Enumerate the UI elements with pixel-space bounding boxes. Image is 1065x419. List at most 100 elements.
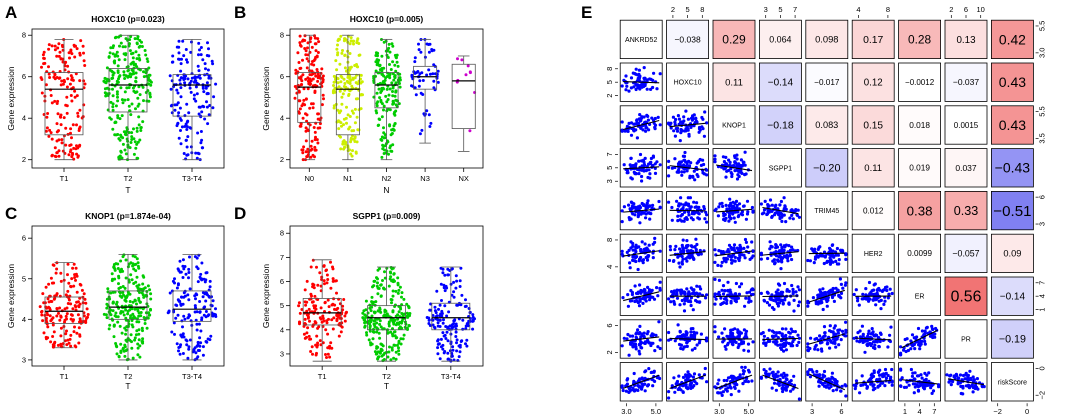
data-point — [201, 345, 205, 349]
data-point — [375, 111, 379, 115]
scatter-point — [651, 384, 655, 388]
data-point — [375, 346, 379, 350]
data-point — [144, 53, 148, 57]
data-point — [438, 357, 442, 361]
scatter-point — [831, 260, 835, 264]
data-point — [354, 150, 358, 154]
scatter-point — [781, 290, 785, 294]
scatter-point — [737, 214, 741, 218]
scatter-point — [751, 254, 755, 258]
scatter-point — [772, 340, 776, 344]
data-point — [135, 302, 138, 306]
data-point — [378, 322, 382, 326]
data-point — [40, 65, 43, 69]
data-point — [142, 287, 146, 291]
data-point — [140, 40, 143, 44]
regression-line — [669, 337, 706, 341]
scatter-point — [738, 169, 742, 173]
data-point — [363, 325, 367, 329]
data-point — [340, 51, 344, 55]
data-point — [134, 76, 138, 80]
data-point — [325, 273, 329, 277]
data-point — [388, 345, 391, 349]
data-point — [188, 86, 192, 90]
scatter-cell — [619, 148, 663, 188]
data-point — [368, 322, 372, 326]
data-point — [136, 346, 140, 350]
scatter-point — [746, 380, 751, 384]
data-point — [335, 291, 338, 295]
data-point — [127, 104, 131, 108]
data-point — [447, 310, 451, 314]
data-point — [134, 71, 138, 75]
scatter-point — [689, 381, 694, 385]
data-point — [137, 320, 141, 324]
data-point — [460, 293, 464, 297]
scatter-point — [779, 346, 783, 350]
data-point — [396, 276, 400, 280]
data-point — [41, 292, 45, 296]
scatter-point — [698, 300, 702, 304]
scatter-point — [839, 248, 843, 252]
data-point — [318, 122, 322, 126]
scatter-point — [640, 387, 644, 391]
scatter-point — [631, 71, 635, 75]
data-point — [350, 154, 354, 158]
data-point — [389, 133, 393, 137]
data-point — [42, 50, 46, 54]
data-point — [111, 290, 115, 294]
correlation-cell: 0.13 — [944, 19, 988, 60]
data-point — [358, 53, 362, 57]
scatter-point — [651, 256, 655, 260]
scatter-cell — [805, 276, 849, 316]
data-point — [348, 115, 352, 118]
scatter-point — [645, 201, 649, 205]
scatter-point — [634, 243, 638, 247]
scatter-point — [693, 334, 697, 338]
scatter-point — [738, 285, 742, 289]
scatter-point — [634, 345, 638, 349]
scatter-point — [686, 117, 691, 121]
data-point — [378, 96, 382, 100]
correlation-value: 0.38 — [907, 203, 933, 218]
data-point — [107, 327, 111, 331]
scatter-point — [723, 166, 727, 171]
data-point — [436, 342, 440, 346]
data-point — [433, 325, 436, 329]
data-point — [377, 309, 380, 313]
scatter-point — [629, 240, 633, 244]
scatter-point — [784, 348, 789, 352]
scatter-point — [647, 243, 651, 247]
scatter-point — [638, 87, 642, 91]
data-point — [202, 306, 206, 310]
group-t3-t4: T3-T4 — [168, 38, 218, 183]
data-point — [359, 81, 363, 85]
scatter-point — [746, 342, 751, 346]
scatter-point — [721, 292, 726, 296]
scatter-point — [627, 216, 631, 220]
data-point — [146, 78, 150, 82]
scatter-point — [742, 253, 746, 257]
data-point — [310, 345, 314, 349]
scatter-point — [902, 348, 906, 352]
scatter-cell — [898, 319, 941, 359]
data-point — [183, 114, 187, 118]
data-point — [321, 74, 325, 78]
scatter-point — [620, 344, 624, 348]
scatter-point — [668, 244, 672, 249]
data-point — [186, 356, 190, 360]
scatter-point — [933, 335, 937, 339]
scatter-point — [667, 159, 671, 163]
data-point — [59, 123, 63, 127]
scatter-point — [636, 328, 640, 332]
scatter-point — [797, 300, 802, 304]
correlation-value: −0.20 — [813, 163, 840, 175]
data-point — [112, 265, 116, 269]
data-point — [461, 327, 465, 331]
data-point — [382, 66, 386, 70]
data-point — [373, 319, 377, 323]
scatter-point — [814, 343, 818, 347]
data-point — [308, 77, 312, 81]
data-point — [69, 49, 73, 53]
